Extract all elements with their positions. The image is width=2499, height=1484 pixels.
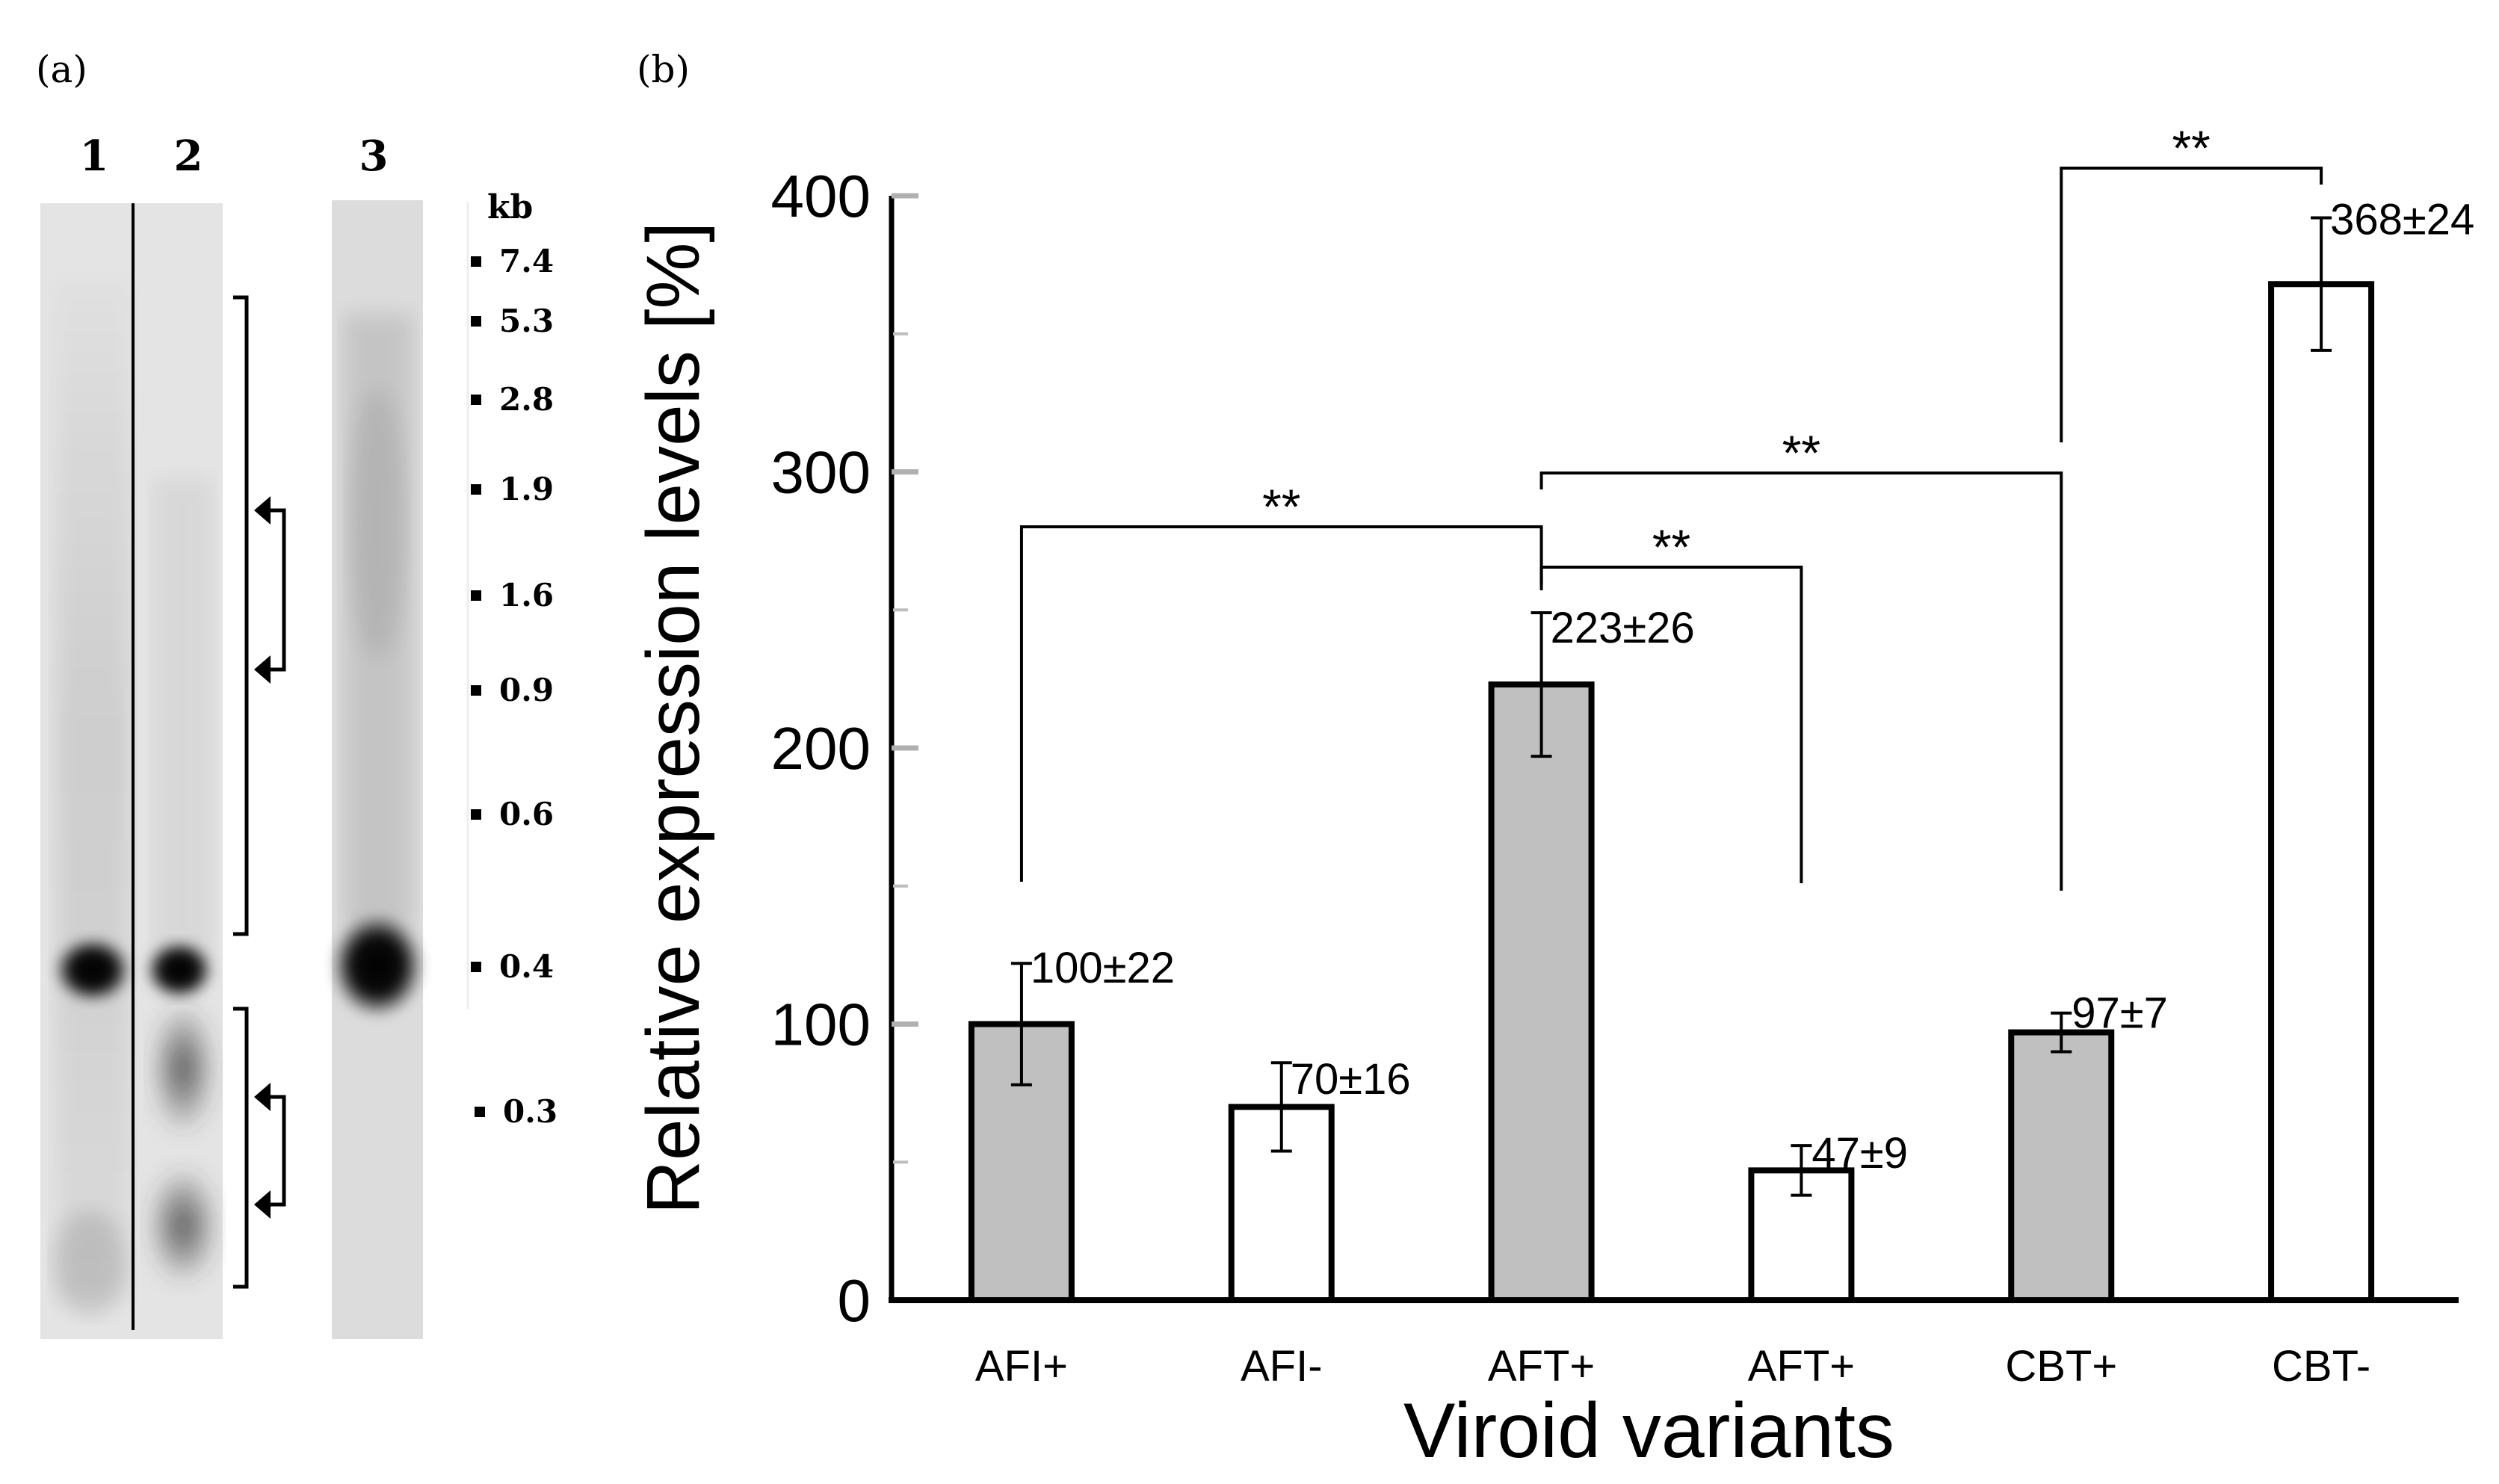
bar-5 xyxy=(2008,1029,2115,1303)
lane-3-band-0.4kb xyxy=(331,913,424,1018)
data-label-2: 70±16 xyxy=(1291,1055,1411,1104)
data-label-6: 368±24 xyxy=(2330,196,2474,244)
gel-strip-lanes-1-2 xyxy=(40,203,223,1339)
error-bar-3 xyxy=(1530,610,1552,758)
size-marker-label: 1.6 xyxy=(499,577,554,613)
significance-bracket-2: ** xyxy=(1539,519,1803,883)
error-bar-1 xyxy=(1010,962,1032,1086)
arrow-left-icon xyxy=(254,1190,271,1219)
y-tick-label: 100 xyxy=(771,992,871,1058)
y-tick-label: 0 xyxy=(838,1267,871,1334)
arrow-left-icon xyxy=(254,1083,271,1111)
error-bar-2 xyxy=(1270,1061,1292,1153)
x-tick-label: AFI+ xyxy=(975,1342,1068,1391)
lane-number-2: 2 xyxy=(174,132,203,181)
lane-2-band-0.4kb xyxy=(145,940,214,1000)
size-marker-label: 1.9 xyxy=(499,471,554,507)
bar-chart: 0 100 200 300 400 100±22 70±16 223±26 47±9 97±7 36… xyxy=(631,120,2474,1474)
size-marker-tick xyxy=(471,256,481,267)
size-marker-label: 0.9 xyxy=(499,672,554,708)
error-bar-6 xyxy=(2311,216,2332,352)
lane-2-band-lower xyxy=(147,1166,219,1285)
lower-bracket xyxy=(233,1007,249,1289)
lane-1-band-0.4kb xyxy=(54,937,132,1003)
size-marker-label: 2.8 xyxy=(499,381,554,418)
x-tick-label: AFT+ xyxy=(1748,1342,1855,1391)
significance-bracket-1: ** xyxy=(1019,479,1543,882)
bar-6 xyxy=(2268,281,2375,1303)
panel-b: (b) 0 100 200 300 400 100±22 70±16 223±26 47±9 97… xyxy=(631,48,2474,1474)
significance-label: ** xyxy=(2172,120,2210,176)
size-marker-tick xyxy=(471,316,481,327)
size-marker-label: 7.4 xyxy=(499,243,554,279)
gel-strip-lane-3 xyxy=(331,200,424,1339)
significance-bracket-3: ** xyxy=(1539,425,2063,891)
significance-line xyxy=(1539,566,1803,883)
lane-number-1: 1 xyxy=(80,132,109,181)
significance-line xyxy=(1539,472,2063,891)
panel-a-label: (a) xyxy=(36,48,87,91)
x-tick-label: AFT+ xyxy=(1488,1342,1595,1391)
significance-label: ** xyxy=(1262,479,1300,534)
y-tick-label: 200 xyxy=(771,715,871,782)
lane-number-3: 3 xyxy=(359,132,389,181)
size-unit-label: kb xyxy=(487,188,533,226)
significance-line xyxy=(2060,167,2323,442)
size-marker-tick xyxy=(471,962,481,972)
size-marker-label: 5.3 xyxy=(499,303,554,339)
panel-a: (a) 1 2 3 xyxy=(36,48,557,1339)
x-tick-label: CBT+ xyxy=(2005,1342,2117,1391)
size-marker-label: 0.3 xyxy=(503,1093,557,1130)
x-tick-label: CBT- xyxy=(2272,1342,2370,1391)
size-marker-tick xyxy=(475,1107,485,1117)
double-arrow-lower xyxy=(254,1083,286,1219)
y-axis-title: Relative expression levels [%] xyxy=(631,222,715,1214)
size-marker-label: 0.4 xyxy=(499,948,554,985)
size-marker-tick xyxy=(471,484,481,495)
error-bar-5 xyxy=(2051,1011,2072,1054)
x-tick-label: AFI- xyxy=(1241,1342,1323,1391)
upper-bracket xyxy=(233,295,249,936)
error-bar-4 xyxy=(1791,1144,1812,1197)
size-marker-tick xyxy=(471,809,481,820)
panel-b-label: (b) xyxy=(637,48,690,91)
x-axis-title: Viroid variants xyxy=(1403,1388,1894,1474)
significance-line xyxy=(1019,525,1543,882)
data-label-4: 47±9 xyxy=(1811,1129,1908,1178)
significance-bracket-4: ** xyxy=(2060,120,2323,442)
arrow-left-icon xyxy=(254,655,271,684)
size-marker-tick xyxy=(471,685,481,696)
y-tick-label: 300 xyxy=(771,439,871,506)
size-ladder: 7.4 5.3 2.8 1.9 1.6 0.9 0.6 0.4 0.3 xyxy=(471,243,557,1130)
data-label-5: 97±7 xyxy=(2072,989,2168,1038)
y-tick-label: 400 xyxy=(771,163,871,229)
bar-3 xyxy=(1488,681,1595,1303)
size-marker-tick xyxy=(471,590,481,601)
double-arrow-upper xyxy=(254,496,286,684)
size-marker-label: 0.6 xyxy=(499,796,554,832)
data-label-3: 223±26 xyxy=(1551,604,1695,652)
significance-label: ** xyxy=(1782,425,1820,480)
arrow-left-icon xyxy=(254,496,271,525)
significance-label: ** xyxy=(1652,519,1690,575)
data-label-1: 100±22 xyxy=(1031,944,1175,992)
size-marker-tick xyxy=(471,395,481,405)
lane-2-band-secondary xyxy=(150,1001,216,1136)
